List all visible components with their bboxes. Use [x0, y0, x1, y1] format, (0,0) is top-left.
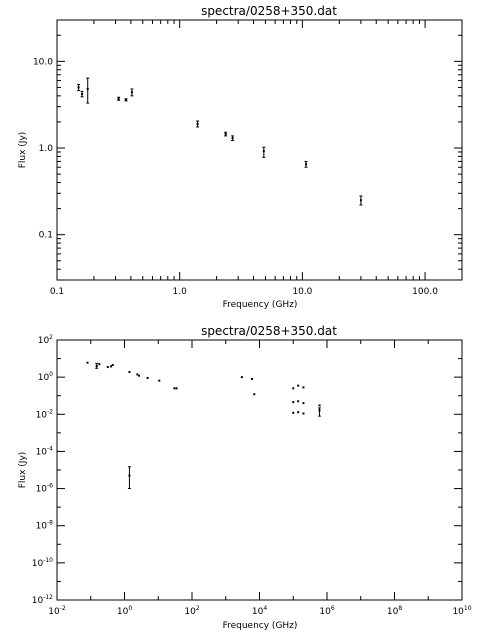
- x-tick-label: 100: [117, 605, 132, 617]
- data-point: [224, 133, 227, 136]
- plot-2-x-label: Frequency (GHz): [223, 621, 298, 631]
- y-tick-label: 102: [38, 334, 53, 346]
- x-tick-label: 100.0: [412, 287, 438, 297]
- plot-2-title: spectra/0258+350.dat: [201, 324, 337, 338]
- plot-1-y-label: Flux (Jy): [18, 132, 28, 169]
- data-point: [138, 374, 141, 377]
- x-tick-label: 0.1: [50, 287, 64, 297]
- data-point: [292, 411, 295, 414]
- data-point: [297, 411, 300, 414]
- y-tick-label: 10-12: [32, 594, 53, 606]
- x-tick-label: 10.0: [292, 287, 312, 297]
- data-point: [77, 86, 80, 89]
- data-point: [106, 366, 109, 369]
- y-tick-label: 10-2: [36, 408, 54, 420]
- x-tick-label: 10-2: [48, 605, 66, 617]
- plot-1: spectra/0258+350.dat 0.1 1.0 10.0 100.0 0.1…: [18, 4, 463, 310]
- x-tick-label: 1010: [452, 605, 471, 617]
- plot-1-x-label: Frequency (GHz): [223, 300, 298, 310]
- plot-2-data: [86, 361, 322, 490]
- plot-1-x-axis: 0.1 1.0 10.0 100.0: [50, 20, 438, 297]
- x-tick-label: 108: [387, 605, 402, 617]
- data-point: [110, 365, 113, 368]
- data-point: [292, 401, 295, 404]
- x-tick-label: 106: [319, 605, 334, 617]
- data-point: [262, 150, 265, 153]
- data-point: [117, 97, 120, 100]
- data-point: [124, 98, 127, 101]
- data-point: [231, 137, 234, 140]
- data-point: [304, 163, 307, 166]
- data-point: [111, 364, 114, 367]
- data-point: [253, 393, 256, 396]
- y-tick-label: 10-4: [36, 445, 54, 457]
- data-point: [81, 93, 84, 96]
- data-point: [302, 402, 305, 405]
- data-point: [292, 387, 295, 390]
- data-point: [297, 400, 300, 403]
- data-point: [175, 387, 178, 390]
- data-point: [95, 364, 98, 367]
- plot-2-x-axis: 10-2 100 102 104 106 108 1010: [48, 340, 472, 617]
- data-point: [98, 363, 101, 366]
- plot-1-data: [77, 77, 363, 206]
- x-tick-label: 102: [184, 605, 199, 617]
- plot-1-y-axis: 0.1 1.0 10.0: [33, 34, 462, 270]
- plot-2-frame: [56, 339, 463, 601]
- data-point: [158, 379, 161, 382]
- data-point: [196, 122, 199, 125]
- data-point: [173, 387, 176, 390]
- y-tick-label: 10-8: [36, 520, 54, 532]
- plot-2-y-label: Flux (Jy): [18, 452, 28, 489]
- data-point: [302, 386, 305, 389]
- data-point: [136, 373, 139, 376]
- y-tick-label: 10-10: [32, 557, 53, 569]
- data-point: [359, 199, 362, 202]
- plot-2: spectra/0258+350.dat 10-2 100 102 104 106 108…: [18, 324, 472, 631]
- x-tick-label: 104: [252, 605, 267, 617]
- y-tick-label: 0.1: [39, 231, 53, 241]
- data-point: [240, 376, 243, 379]
- y-tick-label: 100: [38, 371, 53, 383]
- y-tick-label: 1.0: [39, 144, 54, 154]
- data-point: [128, 474, 131, 477]
- y-tick-label: 10-6: [36, 483, 54, 495]
- y-tick-label: 10.0: [33, 57, 53, 67]
- data-point: [86, 361, 89, 364]
- data-point: [251, 377, 254, 380]
- plot-1-title: spectra/0258+350.dat: [201, 4, 337, 18]
- plot-2-y-axis: 10-12 10-10 10-8 10-6 10-4 10-2 100 102: [32, 334, 462, 606]
- data-point: [302, 412, 305, 415]
- data-point: [318, 409, 321, 412]
- data-point: [130, 91, 133, 94]
- x-tick-label: 1.0: [173, 287, 188, 297]
- plot-1-frame: [56, 19, 463, 281]
- data-point: [297, 384, 300, 387]
- data-point: [86, 87, 89, 90]
- data-point: [146, 376, 149, 379]
- data-point: [128, 370, 131, 373]
- data-point: [318, 404, 321, 407]
